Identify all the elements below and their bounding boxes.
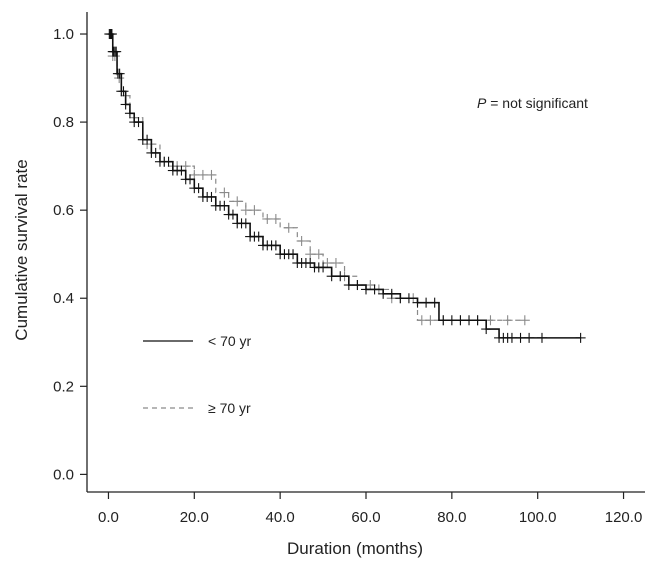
censor-mark: [365, 280, 376, 291]
censor-mark: [536, 332, 547, 343]
censor-mark: [270, 213, 281, 224]
censor-mark: [343, 280, 354, 291]
censor-mark: [253, 231, 264, 242]
censor-mark: [206, 191, 217, 202]
censor-mark: [249, 205, 260, 216]
y-tick-label: 0.6: [53, 202, 74, 219]
censor-mark: [197, 169, 208, 180]
censor-mark: [219, 200, 230, 211]
censor-mark: [118, 86, 129, 97]
censor-mark: [352, 280, 363, 291]
censor-mark: [142, 134, 153, 145]
censor-mark: [163, 156, 174, 167]
censor-mark: [515, 332, 526, 343]
censor-mark: [133, 117, 144, 128]
x-tick-label: 120.0: [605, 509, 643, 526]
p-symbol: P: [477, 95, 487, 111]
censor-mark: [429, 297, 440, 308]
censor-mark: [124, 108, 135, 119]
censor-mark: [114, 68, 125, 79]
censor-mark: [120, 99, 131, 110]
legend: < 70 yr ≥ 70 yr: [143, 333, 252, 416]
censor-mark: [524, 332, 535, 343]
censor-mark: [502, 315, 513, 326]
series-under-70: [104, 29, 586, 343]
censor-mark: [378, 288, 389, 299]
censor-mark: [262, 213, 273, 224]
censor-mark: [455, 315, 466, 326]
censor-mark: [322, 258, 333, 269]
plot-area: 0.0 20.0 40.0 60.0 80.0 100.0 120.0 0.00.20.40…: [53, 12, 645, 526]
censor-mark: [412, 297, 423, 308]
y-axis-title: Cumulative survival rate: [12, 159, 31, 340]
censor-mark: [438, 315, 449, 326]
censor-mark: [185, 174, 196, 185]
censor-mark: [240, 205, 251, 216]
p-value-text: = not significant: [486, 95, 588, 111]
censor-mark: [111, 46, 122, 57]
censor-mark: [464, 315, 475, 326]
censor-mark: [485, 315, 496, 326]
p-value-annotation: P = not significant: [477, 95, 588, 111]
censor-mark: [472, 315, 483, 326]
x-tick-label: 80.0: [437, 509, 466, 526]
censor-mark: [395, 293, 406, 304]
x-axis-ticks: 0.0 20.0 40.0 60.0 80.0 100.0 120.0: [98, 492, 642, 526]
censor-mark: [335, 271, 346, 282]
censor-mark: [227, 209, 238, 220]
censor-mark: [206, 169, 217, 180]
censor-mark: [330, 258, 341, 269]
censor-mark: [386, 288, 397, 299]
survival-curve: [108, 33, 581, 339]
y-tick-label: 0.8: [53, 114, 74, 131]
censor-mark: [219, 187, 230, 198]
censor-mark: [369, 284, 380, 295]
series-70-plus: [105, 29, 530, 326]
censor-mark: [150, 147, 161, 158]
y-axis-ticks: 0.0 0.2 0.4 0.6 0.8 1.0: [53, 26, 87, 483]
censor-mark: [403, 293, 414, 304]
censor-mark: [481, 324, 492, 335]
censor-mark: [232, 196, 243, 207]
series-layer: [104, 29, 586, 343]
censor-mark: [361, 284, 371, 295]
x-tick-label: 40.0: [266, 509, 295, 526]
censor-mark: [288, 249, 299, 260]
censor-mark: [421, 297, 432, 308]
censor-mark: [318, 262, 329, 273]
x-tick-label: 20.0: [180, 509, 209, 526]
censor-mark: [270, 240, 281, 251]
censor-mark: [176, 165, 187, 176]
censor-mark: [575, 332, 586, 343]
x-tick-label: 60.0: [351, 509, 380, 526]
censor-mark: [506, 332, 517, 343]
y-tick-label: 1.0: [53, 26, 74, 43]
censor-mark: [326, 271, 337, 282]
y-tick-label: 0.0: [53, 466, 74, 483]
censor-mark: [519, 315, 530, 326]
x-tick-label: 100.0: [519, 509, 557, 526]
legend-label-under-70: < 70 yr: [208, 333, 252, 349]
censor-mark: [305, 258, 316, 269]
censor-mark: [416, 315, 427, 326]
y-tick-label: 0.2: [53, 378, 74, 395]
censor-mark: [313, 249, 324, 260]
censor-mark: [240, 218, 251, 229]
censor-mark: [180, 161, 191, 172]
legend-label-70-plus: ≥ 70 yr: [208, 400, 251, 416]
censor-mark: [425, 315, 436, 326]
censor-mark: [446, 315, 457, 326]
survival-curve: [108, 33, 525, 321]
x-axis-title: Duration (months): [287, 539, 423, 558]
x-tick-label: 0.0: [98, 509, 119, 526]
censor-mark: [189, 169, 200, 180]
censor-mark: [106, 29, 117, 40]
censor-mark: [296, 235, 307, 246]
censor-mark: [305, 249, 316, 260]
censor-mark: [283, 222, 294, 233]
censor-mark: [193, 183, 204, 194]
y-tick-label: 0.4: [53, 290, 74, 307]
